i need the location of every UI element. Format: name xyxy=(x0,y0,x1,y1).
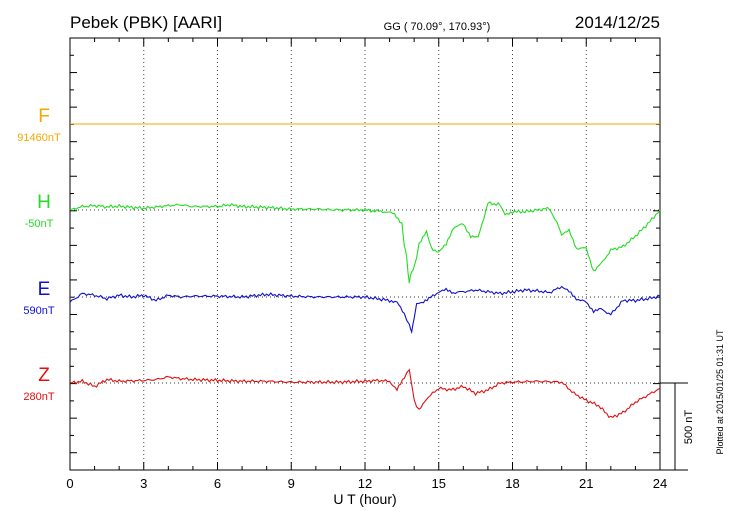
series-line-H xyxy=(69,200,661,284)
x-tick-label: 15 xyxy=(432,476,446,491)
series-baseline-H: -50nT xyxy=(25,218,54,230)
series-line-E xyxy=(69,285,661,335)
scale-bar: 500 nT xyxy=(660,382,695,471)
x-axis-label: U T (hour) xyxy=(333,491,396,507)
station-coords: GG ( 70.09°, 170.93°) xyxy=(384,21,491,33)
x-tick-label: 3 xyxy=(140,476,147,491)
scale-bar-label: 500 nT xyxy=(683,410,695,445)
series-baseline-E: 590nT xyxy=(23,305,54,317)
series-labels: F 91460nT H -50nT E 590nT Z 280nT xyxy=(17,106,61,403)
x-tick-labels: 0 3 6 9 12 15 18 21 24 xyxy=(66,476,667,491)
plot-date: 2014/12/25 xyxy=(575,13,660,32)
series-line-Z xyxy=(69,368,661,419)
x-tick-label: 9 xyxy=(288,476,295,491)
plotted-at-note: Plotted at 2015/01/25 01:31 UT xyxy=(715,329,725,455)
grid-lines xyxy=(143,38,587,470)
x-tick-label: 21 xyxy=(579,476,593,491)
series-lines xyxy=(69,123,661,419)
x-tick-label: 24 xyxy=(653,476,667,491)
x-tick-label: 12 xyxy=(358,476,372,491)
station-title: Pebek (PBK) [AARI] xyxy=(70,13,222,32)
x-tick-label: 18 xyxy=(505,476,519,491)
series-name-F: F xyxy=(38,106,50,127)
series-name-Z: Z xyxy=(38,365,50,386)
axis-ticks xyxy=(69,37,661,471)
x-tick-label: 0 xyxy=(66,476,73,491)
series-baseline-F: 91460nT xyxy=(17,132,61,144)
series-baseline-Z: 280nT xyxy=(23,391,54,403)
series-name-E: E xyxy=(38,279,51,300)
series-name-H: H xyxy=(37,192,51,213)
x-tick-label: 6 xyxy=(214,476,221,491)
